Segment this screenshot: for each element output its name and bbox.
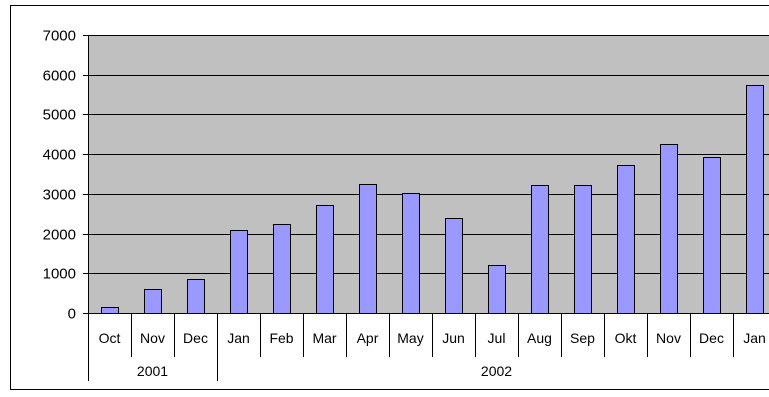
x-tick-label: Dec: [699, 330, 724, 346]
bar-11: [575, 186, 592, 314]
x-tick-label: May: [397, 330, 423, 346]
bar-8: [446, 219, 463, 314]
x-tick-label: Feb: [269, 330, 293, 346]
y-tick-label: 2000: [43, 227, 76, 244]
x-tick-label: Jan: [743, 330, 766, 346]
x-tick-label: Jul: [488, 330, 506, 346]
x-tick-label: Jun: [442, 330, 465, 346]
y-tick-label: 7000: [43, 28, 76, 45]
bar-9: [489, 266, 506, 314]
x-tick-label: Apr: [357, 330, 379, 346]
x-tick-label: Okt: [615, 330, 637, 346]
bar-2: [188, 280, 205, 314]
x-tick-label: Mar: [312, 330, 336, 346]
y-tick-label: 3000: [43, 187, 76, 204]
y-tick-label: 1000: [43, 266, 76, 283]
group-label: 2001: [137, 363, 168, 379]
bar-1: [145, 290, 162, 314]
x-tick-label: Sep: [570, 330, 595, 346]
x-tick-label: Oct: [99, 330, 121, 346]
y-tick-label: 0: [68, 306, 76, 323]
group-label: 2002: [481, 363, 512, 379]
bar-15: [747, 86, 764, 314]
x-tick-label: Nov: [140, 330, 165, 346]
bar-4: [274, 225, 291, 314]
y-tick-label: 5000: [43, 107, 76, 124]
y-tick-label: 4000: [43, 147, 76, 164]
bar-14: [704, 158, 721, 314]
bar-10: [532, 186, 549, 314]
bar-6: [360, 185, 377, 314]
x-tick-label: Aug: [527, 330, 552, 346]
x-tick-label: Dec: [183, 330, 208, 346]
bar-7: [403, 194, 420, 314]
bar-12: [618, 166, 635, 314]
bar-3: [231, 231, 248, 314]
bar-0: [102, 308, 119, 314]
bar-13: [661, 145, 678, 314]
x-tick-label: Jan: [227, 330, 250, 346]
x-tick-label: Nov: [656, 330, 681, 346]
bar-5: [317, 206, 334, 314]
y-tick-label: 6000: [43, 68, 76, 85]
